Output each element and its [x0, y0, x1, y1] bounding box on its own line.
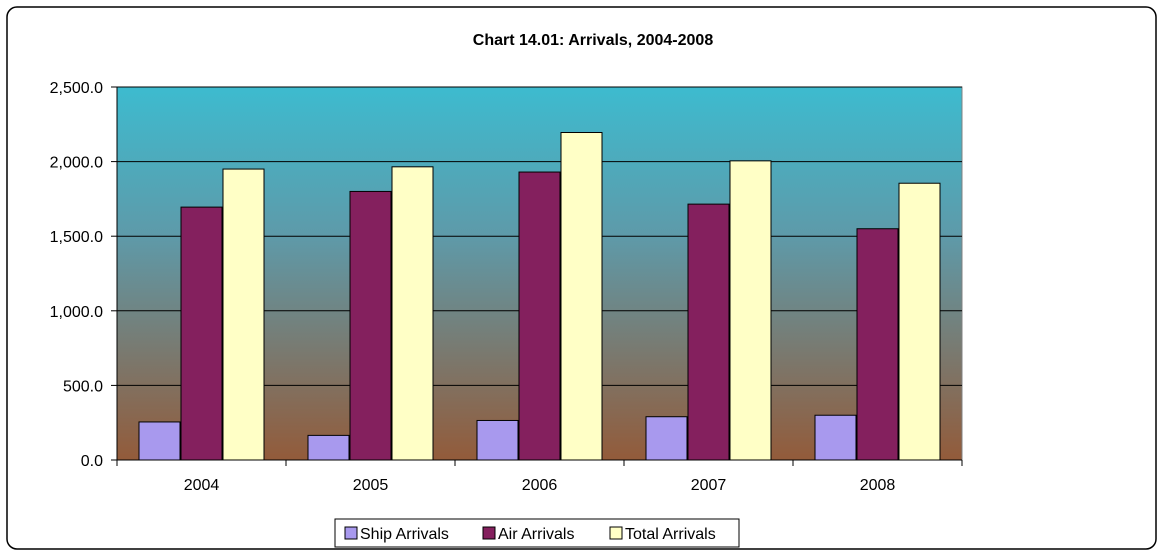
legend-swatch: [609, 526, 623, 540]
axes: 0.0 500.0 1,000.0 1,500.0 2,000.0 2,500.0 2004…: [50, 80, 963, 494]
legend-swatch: [344, 526, 358, 540]
legend: Ship Arrivals Air Arrivals Total Arrivals: [334, 518, 740, 548]
bar-ship-arrivals-2006: [476, 419, 519, 461]
y-tick-label: 1,500.0: [50, 229, 103, 246]
y-tick-label: 0.0: [81, 453, 103, 470]
legend-label: Ship Arrivals: [360, 526, 449, 543]
legend-box: [334, 518, 740, 548]
bar-ship-arrivals-2008: [814, 414, 857, 461]
bars: [138, 132, 941, 461]
legend-label: Total Arrivals: [625, 526, 716, 543]
chart-title: Chart 14.01: Arrivals, 2004-2008: [473, 32, 714, 49]
x-tick-label: 2008: [860, 477, 896, 494]
x-tick-label: 2006: [522, 477, 558, 494]
bar-air-arrivals-2005: [349, 190, 392, 461]
bar-air-arrivals-2004: [180, 206, 223, 461]
y-tick-label: 500.0: [63, 378, 103, 395]
bar-air-arrivals-2006: [518, 171, 561, 461]
bar-total-arrivals-2005: [391, 166, 434, 461]
x-tick-label: 2004: [184, 477, 220, 494]
bar-total-arrivals-2004: [222, 168, 265, 461]
bar-ship-arrivals-2007: [645, 416, 688, 461]
x-tick-label: 2007: [691, 477, 727, 494]
y-tick-label: 1,000.0: [50, 304, 103, 321]
bar-total-arrivals-2008: [898, 182, 941, 461]
y-tick-label: 2,000.0: [50, 155, 103, 172]
bar-total-arrivals-2007: [729, 160, 772, 461]
legend-label: Air Arrivals: [498, 526, 574, 543]
bar-total-arrivals-2006: [560, 132, 603, 461]
y-tick-label: 2,500.0: [50, 80, 103, 97]
bar-air-arrivals-2007: [687, 203, 730, 461]
bar-ship-arrivals-2004: [138, 421, 181, 461]
bar-ship-arrivals-2005: [307, 434, 350, 461]
x-tick-label: 2005: [353, 477, 389, 494]
bar-air-arrivals-2008: [856, 228, 899, 461]
legend-swatch: [482, 526, 496, 540]
